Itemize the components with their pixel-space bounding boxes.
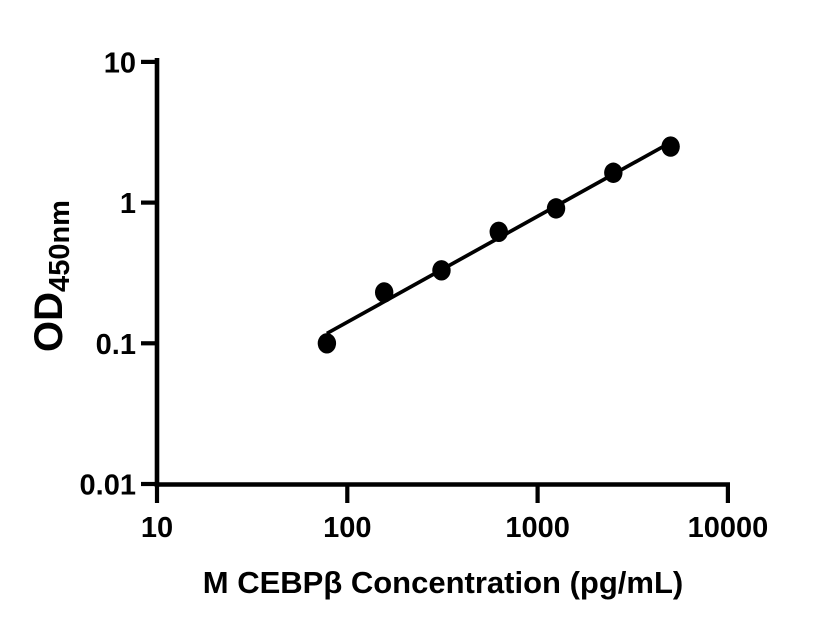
y-axis-tick-labels: 10 1 0.1 0.01	[80, 47, 136, 501]
y-tick-label: 1	[120, 188, 136, 220]
data-point	[489, 221, 508, 243]
data-point	[317, 333, 337, 354]
data-point	[432, 260, 451, 281]
x-tick-label: 1000	[505, 512, 570, 544]
x-axis-ticks	[154, 484, 731, 503]
data-point	[374, 282, 394, 303]
y-axis-title-subscript: 450nm	[44, 200, 76, 292]
y-tick-label: 10	[104, 47, 136, 79]
y-axis-title-main: OD	[27, 292, 71, 352]
x-axis-tick-labels: 10 100 1000 10000	[141, 512, 768, 544]
x-tick-label: 100	[323, 512, 371, 544]
data-points	[317, 136, 680, 354]
y-tick-label: 0.01	[80, 470, 136, 502]
x-tick-label: 10	[141, 512, 173, 544]
y-tick-label: 0.1	[96, 329, 136, 361]
data-point	[546, 198, 566, 219]
data-point	[661, 136, 680, 157]
x-axis-title: M CEBPβ Concentration (pg/mL)	[203, 565, 683, 600]
data-point	[604, 162, 623, 183]
y-axis-title: OD450nm	[27, 200, 76, 352]
x-tick-label: 10000	[688, 512, 769, 544]
y-axis-ticks	[141, 59, 157, 487]
